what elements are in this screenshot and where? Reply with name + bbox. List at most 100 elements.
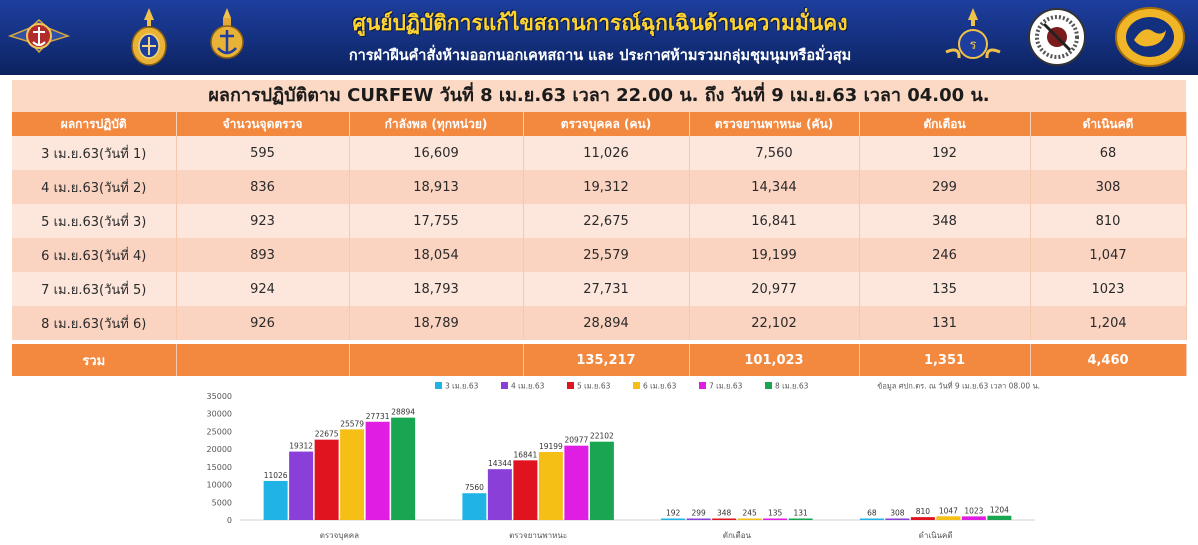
row-label: 5 เม.ย.63(วันที่ 3) [12, 204, 177, 238]
x-tick-label: ตรวจบุคคล [320, 531, 359, 540]
banner-subtitle: การฝ่าฝืนคำสั่งห้ามออกนอกเคหสถาน และ ประ… [348, 48, 852, 64]
y-tick-label: 25000 [207, 427, 232, 436]
cell-vehicles: 16,841 [689, 204, 860, 238]
total-prosecutions: 4,460 [1030, 344, 1187, 376]
data-label: 16841 [513, 450, 537, 459]
data-label: 27731 [366, 412, 390, 421]
data-label: 68 [867, 509, 877, 518]
legend-label: 5 เม.ย.63 [577, 382, 611, 391]
data-label: 1047 [939, 506, 958, 515]
row-label: 4 เม.ย.63(วันที่ 2) [12, 170, 177, 204]
cell-warnings: 135 [859, 272, 1031, 306]
banner-title: ศูนย์ปฏิบัติการแก้ไขสถานการณ์ฉุกเฉินด้าน… [352, 11, 848, 35]
cell-warnings: 299 [859, 170, 1031, 204]
results-bar-chart: 0 5000 10000 15000 20000 25000 30000 35000 11026… [185, 378, 1045, 545]
bar [987, 515, 1012, 520]
total-warnings: 1,351 [859, 344, 1031, 376]
bar [712, 518, 737, 520]
table-spacer [12, 340, 1186, 344]
total-persons: 135,217 [523, 344, 690, 376]
source-note: ข้อมูล ศปก.ตร. ณ วันที่ 9 เม.ย.63 เวลา 0… [877, 381, 1040, 391]
data-label: 14344 [488, 459, 512, 468]
legend-swatch [699, 382, 706, 389]
cell-warnings: 131 [859, 306, 1031, 340]
data-label: 192 [666, 509, 681, 518]
cell-warnings: 348 [859, 204, 1031, 238]
total-vehicles: 101,023 [689, 344, 860, 376]
data-label: 135 [768, 509, 783, 518]
cell-warnings: 246 [859, 238, 1031, 272]
data-label: 22102 [590, 432, 614, 441]
bar [589, 441, 614, 520]
table-row: 4 เม.ย.63(วันที่ 2) 836 18,913 19,312 14… [12, 170, 1187, 204]
bar [936, 516, 961, 520]
legend-swatch [633, 382, 640, 389]
cell-prosecutions: 308 [1030, 170, 1187, 204]
anchor-emblem-icon [210, 8, 244, 59]
table-row: 8 เม.ย.63(วันที่ 6) 926 18,789 28,894 22… [12, 306, 1187, 340]
bar [263, 480, 288, 520]
y-tick-label: 0 [227, 516, 232, 525]
svg-text:ร: ร [970, 38, 977, 53]
col-header-result: ผลการปฏิบัติ [12, 112, 177, 136]
row-label: 6 เม.ย.63(วันที่ 4) [12, 238, 177, 272]
cell-persons: 11,026 [523, 136, 690, 170]
legend-label: 6 เม.ย.63 [643, 382, 677, 391]
y-tick-label: 5000 [212, 498, 232, 507]
cell-prosecutions: 810 [1030, 204, 1187, 238]
bar [788, 518, 813, 520]
cell-personnel: 18,789 [349, 306, 524, 340]
chart-svg: 0 5000 10000 15000 20000 25000 30000 35000 11026… [207, 381, 1040, 541]
table-header-row: ผลการปฏิบัติ จำนวนจุดตรวจ กำลังพล (ทุกหน… [12, 112, 1187, 136]
data-label: 7560 [465, 483, 484, 492]
cell-personnel: 17,755 [349, 204, 524, 238]
cell-prosecutions: 1,204 [1030, 306, 1187, 340]
y-tick-label: 10000 [207, 481, 232, 490]
cell-checkpoints: 836 [176, 170, 350, 204]
total-checkpoints [176, 344, 350, 376]
bar [391, 417, 416, 520]
cell-checkpoints: 923 [176, 204, 350, 238]
x-tick-label: ตักเตือน [723, 531, 752, 540]
legend-swatch [435, 382, 442, 389]
cell-personnel: 18,913 [349, 170, 524, 204]
bar [686, 518, 711, 520]
round-seal-icon [1028, 8, 1086, 66]
bar [661, 518, 686, 520]
col-header-checkpoints: จำนวนจุดตรวจ [176, 112, 350, 136]
row-label: 3 เม.ย.63(วันที่ 1) [12, 136, 177, 170]
cell-warnings: 192 [859, 136, 1031, 170]
bar [961, 516, 986, 520]
cell-checkpoints: 893 [176, 238, 350, 272]
bar [538, 451, 563, 520]
bar [487, 469, 512, 520]
legend-swatch [567, 382, 574, 389]
cell-prosecutions: 1023 [1030, 272, 1187, 306]
royal-crest-icon: ร [945, 8, 1001, 59]
cell-persons: 28,894 [523, 306, 690, 340]
data-label: 22675 [315, 430, 339, 439]
table-row: 6 เม.ย.63(วันที่ 4) 893 18,054 25,579 19… [12, 238, 1187, 272]
bar [910, 517, 935, 520]
row-label: 8 เม.ย.63(วันที่ 6) [12, 306, 177, 340]
cell-vehicles: 19,199 [689, 238, 860, 272]
cell-checkpoints: 595 [176, 136, 350, 170]
col-header-warnings: ตักเตือน [859, 112, 1031, 136]
cell-persons: 19,312 [523, 170, 690, 204]
data-label: 299 [691, 509, 706, 518]
bar [314, 439, 339, 520]
curfew-results-table: ผลการปฏิบัติตาม CURFEW วันที่ 8 เม.ย.63 … [12, 80, 1187, 376]
cell-checkpoints: 926 [176, 306, 350, 340]
data-label: 19312 [289, 442, 313, 451]
cell-checkpoints: 924 [176, 272, 350, 306]
data-label: 11026 [264, 471, 288, 480]
y-tick-label: 35000 [207, 392, 232, 401]
col-header-vehicles-checked: ตรวจยานพาหนะ (คัน) [689, 112, 860, 136]
data-label: 245 [742, 509, 757, 518]
data-label: 131 [793, 509, 808, 518]
header-banner: ศูนย์ปฏิบัติการแก้ไขสถานการณ์ฉุกเฉินด้าน… [0, 0, 1198, 75]
bar [462, 493, 487, 520]
total-label: รวม [12, 344, 177, 376]
bar [365, 421, 390, 520]
cell-persons: 22,675 [523, 204, 690, 238]
